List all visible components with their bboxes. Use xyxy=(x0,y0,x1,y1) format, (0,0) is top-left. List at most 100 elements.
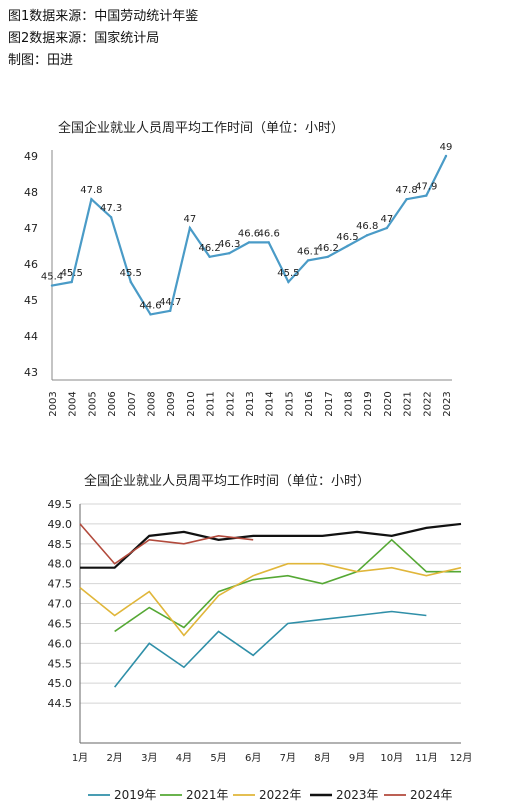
chart1-x-tick: 2004 xyxy=(68,391,79,416)
annual-hours-chart: 全国企业就业人员周平均工作时间（单位：小时） 49 48 47 46 45 44 43 200… xyxy=(24,120,453,417)
chart1-data-label: 46.6 xyxy=(238,228,260,239)
chart2-y-tick: 46.5 xyxy=(48,617,73,630)
chart2-x-tick: 10月 xyxy=(380,752,403,764)
chart1-data-label: 45.4 xyxy=(41,272,63,283)
chart1-x-tick: 2012 xyxy=(225,391,236,416)
legend-label: 2022年 xyxy=(259,788,302,802)
chart1-data-label: 44.7 xyxy=(159,297,181,308)
monthly-hours-chart: 全国企业就业人员周平均工作时间（单位：小时） 49.5 49.0 48.5 48.0 4… xyxy=(48,473,473,802)
chart2-y-tick: 46.0 xyxy=(48,637,73,650)
chart1-x-tick: 2010 xyxy=(186,391,197,416)
chart1-data-label: 47.8 xyxy=(80,185,102,196)
chart2-series-line-2021年 xyxy=(114,538,461,633)
chart1-data-label: 44.6 xyxy=(139,300,161,311)
chart1-x-tick: 2013 xyxy=(245,391,256,416)
chart1-data-label: 47 xyxy=(184,214,197,225)
chart1-data-label: 46.6 xyxy=(258,228,280,239)
chart1-data-point xyxy=(70,280,73,284)
chart1-data-label: 46.2 xyxy=(317,243,339,254)
chart1-data-point xyxy=(405,198,408,201)
chart1-x-tick: 2006 xyxy=(107,391,118,416)
chart1-y-tick: 46 xyxy=(24,258,38,271)
chart1-data-label: 47.8 xyxy=(395,185,417,196)
chart2-series-line-2022年 xyxy=(79,562,462,637)
source-line-1: 图1数据来源：中国劳动统计年鉴 xyxy=(8,9,199,24)
chart1-data-point xyxy=(385,226,389,230)
chart2-x-tick: 2月 xyxy=(106,752,122,764)
chart1-x-tick: 2015 xyxy=(284,391,295,416)
chart1-data-point xyxy=(306,259,310,262)
source-line-3: 制图：田进 xyxy=(8,53,74,68)
chart2-x-tick: 6月 xyxy=(245,752,261,764)
source-notes: 图1数据来源：中国劳动统计年鉴 图2数据来源：国家统计局 制图：田进 xyxy=(8,6,198,72)
chart2-y-tick: 48.5 xyxy=(48,538,73,551)
chart1-data-point xyxy=(267,241,270,244)
chart1-data-point xyxy=(366,234,369,237)
chart1-data-label: 46.2 xyxy=(198,243,220,254)
chart1-x-tick: 2014 xyxy=(265,391,276,416)
chart2-y-tick: 44.5 xyxy=(48,697,73,710)
chart1-x-tick: 2007 xyxy=(127,391,138,416)
chart1-data-point xyxy=(346,244,349,248)
chart2-series-line-2024年 xyxy=(79,523,254,565)
chart1-data-point xyxy=(326,255,329,258)
source-line-2: 图2数据来源：国家统计局 xyxy=(8,31,160,46)
chart2-x-tick: 7月 xyxy=(280,752,296,764)
chart1-data-label: 47.3 xyxy=(100,203,122,214)
chart1-data-point xyxy=(149,313,152,316)
chart1-data-label: 46.3 xyxy=(218,239,240,250)
chart2-x-tick: 11月 xyxy=(415,752,438,764)
chart2-x-tick: 8月 xyxy=(314,752,330,764)
chart1-y-tick: 43 xyxy=(24,366,38,379)
chart1-data-point xyxy=(425,194,428,197)
chart1-data-label: 47.9 xyxy=(415,182,437,193)
chart1-x-tick: 2022 xyxy=(422,391,433,416)
chart1-data-point xyxy=(129,280,132,284)
chart1-y-tick: 48 xyxy=(24,186,38,199)
chart1-data-point xyxy=(444,154,448,158)
chart1-data-label: 46.5 xyxy=(336,232,358,243)
chart1-x-tick: 2018 xyxy=(344,391,355,416)
chart2-series-line-2023年 xyxy=(80,522,462,569)
chart2-title: 全国企业就业人员周平均工作时间（单位：小时） xyxy=(84,473,370,489)
chart1-y-tick: 45 xyxy=(24,294,38,307)
chart2-y-tick: 49.0 xyxy=(48,518,73,531)
chart1-y-tick: 44 xyxy=(24,330,38,343)
legend-label: 2024年 xyxy=(410,788,453,802)
chart1-x-tick: 2005 xyxy=(87,391,98,416)
chart2-x-tick: 1月 xyxy=(72,752,88,764)
legend-label: 2019年 xyxy=(114,788,157,802)
chart1-data-point xyxy=(169,309,172,312)
chart1-data-point xyxy=(188,226,192,230)
chart1-x-tick: 2017 xyxy=(324,391,335,416)
chart2-x-tick: 5月 xyxy=(210,752,226,764)
chart2-x-tick: 3月 xyxy=(141,752,157,764)
chart1-x-tick: 2011 xyxy=(206,391,217,416)
chart1-x-tick: 2023 xyxy=(442,391,453,416)
chart2-y-tick: 45.0 xyxy=(48,677,73,690)
chart1-data-label: 47 xyxy=(381,214,394,225)
legend-label: 2021年 xyxy=(186,788,229,802)
chart1-x-tick: 2016 xyxy=(304,391,315,416)
chart1-data-label: 46.8 xyxy=(356,221,378,232)
chart2-x-tick: 12月 xyxy=(450,752,473,764)
chart2-y-tick: 47.0 xyxy=(48,598,73,611)
chart2-y-tick: 47.5 xyxy=(48,578,73,591)
chart1-data-label: 45.5 xyxy=(120,268,142,279)
chart1-data-point xyxy=(208,255,211,258)
chart1-x-tick: 2003 xyxy=(48,391,59,416)
chart1-x-tick: 2021 xyxy=(403,391,414,416)
chart1-data-point xyxy=(109,216,113,219)
chart1-x-tick: 2008 xyxy=(147,391,158,416)
chart1-data-label: 45.5 xyxy=(61,268,83,279)
chart1-x-tick: 2019 xyxy=(363,391,374,416)
chart2-y-tick: 48.0 xyxy=(48,558,73,571)
chart1-data-point xyxy=(50,284,54,287)
chart1-data-point xyxy=(247,241,251,244)
chart1-data-label: 49 xyxy=(440,142,453,153)
chart1-data-point xyxy=(228,252,231,255)
legend-label: 2023年 xyxy=(336,788,379,802)
chart2-y-tick: 45.5 xyxy=(48,657,73,670)
chart1-data-point xyxy=(287,280,290,284)
chart1-data-point xyxy=(90,198,93,201)
